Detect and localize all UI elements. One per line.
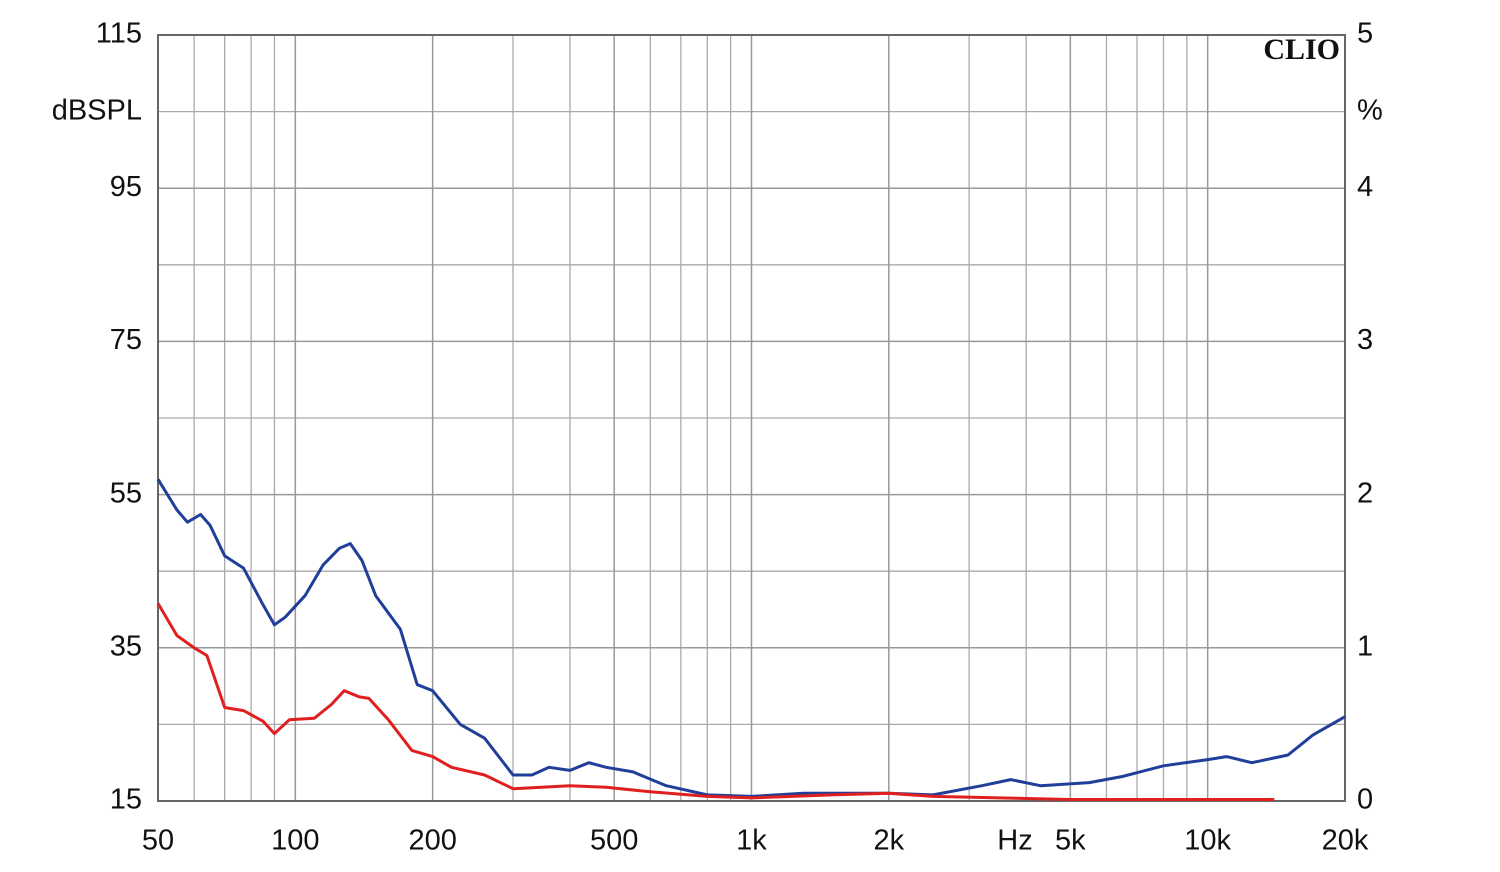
logo: CLIO <box>1263 33 1340 66</box>
y-tick-label: 115 <box>96 18 142 50</box>
x-tick-label: 50 <box>142 825 174 857</box>
data-line <box>156 602 1275 801</box>
y-axis-label: dBSPL <box>52 95 142 127</box>
y-tick-label: 55 <box>110 477 142 509</box>
plot-frame <box>157 34 1346 802</box>
y2-tick-label: 2 <box>1357 477 1373 509</box>
x-tick-label: 10k <box>1184 825 1231 857</box>
x-tick-label: 500 <box>590 825 638 857</box>
x-tick-label: 200 <box>408 825 456 857</box>
x-tick-label: 1k <box>736 825 767 857</box>
x-axis-label: Hz <box>997 825 1032 857</box>
data-line <box>156 478 1346 798</box>
y2-tick-label: 5 <box>1357 18 1373 50</box>
x-tick-label: 100 <box>271 825 319 857</box>
y2-tick-label: 3 <box>1357 324 1373 356</box>
y2-tick-label: 4 <box>1357 171 1373 203</box>
y-tick-label: 95 <box>110 171 142 203</box>
x-tick-label: 5k <box>1055 825 1086 857</box>
y-tick-label: 35 <box>110 630 142 662</box>
y2-tick-label: 0 <box>1357 784 1373 816</box>
x-tick-label: 2k <box>874 825 905 857</box>
y-tick-label: 75 <box>110 324 142 356</box>
x-tick-label: 20k <box>1322 825 1369 857</box>
y2-tick-label: 1 <box>1357 630 1373 662</box>
y-tick-label: 15 <box>110 784 142 816</box>
y2-axis-label: % <box>1357 95 1383 127</box>
